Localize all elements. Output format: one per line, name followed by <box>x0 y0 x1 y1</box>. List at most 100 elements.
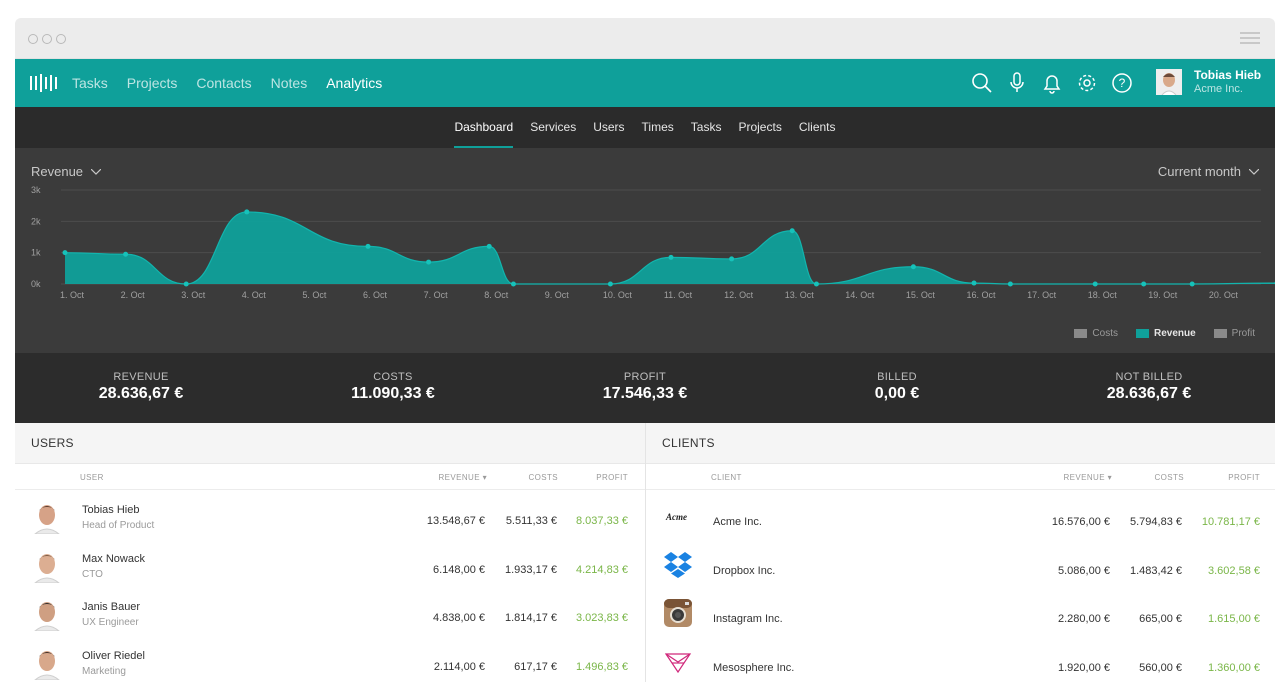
legend-item-revenue[interactable]: Revenue <box>1135 328 1196 339</box>
data-point[interactable] <box>486 243 492 249</box>
nav-item-contacts[interactable]: Contacts <box>196 75 252 91</box>
column-header-user[interactable]: USER <box>80 473 104 482</box>
avatar <box>1156 69 1182 96</box>
summary-profit: PROFIT 17.546,33 € <box>519 353 771 423</box>
table-row[interactable]: Max Nowack CTO 6.148,00 € 1.933,17 € 4.214,8… <box>15 539 645 588</box>
x-tick-label: 10. Oct <box>603 290 633 300</box>
data-point[interactable] <box>1274 281 1276 286</box>
tab-services[interactable]: Services <box>530 120 577 134</box>
profit-cell: 1.496,83 € <box>576 660 628 673</box>
x-tick-label: 4. Oct <box>242 290 267 300</box>
table-row[interactable]: Mesosphere Inc. 1.920,00 € 560,00 € 1.360,0… <box>646 636 1275 682</box>
summary-value: 17.546,33 € <box>602 385 688 402</box>
data-point[interactable] <box>244 209 250 215</box>
data-point[interactable] <box>1007 281 1013 287</box>
users-table-title: USERS <box>15 423 645 464</box>
user-name: Max Nowack <box>82 552 145 565</box>
data-point[interactable] <box>510 281 516 287</box>
table-row[interactable]: Tobias Hieb Head of Product 13.548,67 € 5.5… <box>15 490 645 539</box>
column-header-revenue[interactable]: REVENUE ▾ <box>438 473 487 482</box>
acme-logo-icon: Acme <box>662 500 694 532</box>
data-point[interactable] <box>789 228 795 234</box>
tab-dashboard[interactable]: Dashboard <box>454 107 513 148</box>
x-tick-label: 7. Oct <box>424 290 449 300</box>
microphone-icon[interactable] <box>1006 71 1028 95</box>
hamburger-menu-icon[interactable] <box>1240 32 1260 44</box>
legend-label: Profit <box>1231 328 1255 339</box>
legend-swatch <box>1213 329 1227 338</box>
gear-icon[interactable] <box>1076 71 1098 95</box>
column-header-revenue[interactable]: REVENUE ▾ <box>1063 473 1112 482</box>
costs-cell: 560,00 € <box>1139 661 1182 674</box>
summary-value: 0,00 € <box>874 385 920 402</box>
summary-value: 11.090,33 € <box>351 385 435 402</box>
nav-item-tasks[interactable]: Tasks <box>72 75 108 91</box>
client-name: Instagram Inc. <box>713 613 783 625</box>
search-icon[interactable] <box>971 71 993 95</box>
x-tick-label: 16. Oct <box>966 290 996 300</box>
dropbox-logo-icon <box>662 549 694 581</box>
costs-cell: 5.794,83 € <box>1130 516 1182 528</box>
metric-dropdown[interactable]: Revenue <box>31 164 102 179</box>
data-point[interactable] <box>426 259 432 265</box>
nav-item-projects[interactable]: Projects <box>126 75 178 91</box>
legend-item-profit[interactable]: Profit <box>1213 328 1255 339</box>
nav-item-notes[interactable]: Notes <box>270 75 308 91</box>
column-header-client[interactable]: CLIENT <box>711 473 742 482</box>
tab-tasks[interactable]: Tasks <box>690 120 722 134</box>
data-point[interactable] <box>123 251 129 257</box>
data-point[interactable] <box>62 250 68 256</box>
x-tick-label: 3. Oct <box>181 290 206 300</box>
user-role: CTO <box>82 568 103 580</box>
x-tick-label: 13. Oct <box>785 290 815 300</box>
nav-item-analytics[interactable]: Analytics <box>326 75 383 91</box>
summary-label: BILLED <box>877 371 917 383</box>
tab-times[interactable]: Times <box>641 120 674 134</box>
legend-item-costs[interactable]: Costs <box>1074 328 1118 339</box>
avatar <box>31 549 63 583</box>
table-row[interactable]: Janis Bauer UX Engineer 4.838,00 € 1.814,17… <box>15 587 645 636</box>
data-point[interactable] <box>813 281 819 287</box>
data-point[interactable] <box>971 280 977 286</box>
data-point[interactable] <box>365 243 371 249</box>
table-row[interactable]: Oliver Riedel Marketing 2.114,00 € 617,17 €… <box>15 636 645 682</box>
clients-table-title: CLIENTS <box>646 423 1275 464</box>
table-row[interactable]: Instagram Inc. 2.280,00 € 665,00 € 1.615,00… <box>646 587 1275 636</box>
window-close-dot[interactable] <box>28 34 38 44</box>
window-maximize-dot[interactable] <box>56 34 66 44</box>
column-header-costs[interactable]: COSTS <box>528 473 558 482</box>
bell-icon[interactable] <box>1041 71 1063 95</box>
column-header-profit[interactable]: PROFIT <box>596 473 628 482</box>
revenue-area <box>65 211 1275 284</box>
user-profile[interactable]: Tobias Hieb Acme Inc. <box>1156 68 1261 96</box>
column-header-costs[interactable]: COSTS <box>1154 473 1184 482</box>
tab-users[interactable]: Users <box>593 120 625 134</box>
data-point[interactable] <box>729 256 735 262</box>
app-window: Tasks Projects Contacts Notes Analytics ? To… <box>15 18 1275 682</box>
chart-legend: Costs Revenue Profit <box>1074 328 1255 339</box>
table-row[interactable]: Acme Acme Inc. 16.576,00 € 5.794,83 € 10.781… <box>646 490 1275 539</box>
window-minimize-dot[interactable] <box>42 34 52 44</box>
data-point[interactable] <box>1092 281 1098 287</box>
data-point[interactable] <box>1141 281 1147 287</box>
tab-projects[interactable]: Projects <box>738 120 782 134</box>
app-logo-icon[interactable] <box>30 74 57 92</box>
client-name: Mesosphere Inc. <box>713 661 795 674</box>
summary-bar: REVENUE 28.636,67 € COSTS 11.090,33 € PROFIT… <box>15 353 1275 423</box>
data-point[interactable] <box>1189 281 1195 287</box>
data-point[interactable] <box>668 254 674 260</box>
user-name: Oliver Riedel <box>82 649 145 662</box>
x-tick-label: 14. Oct <box>845 290 875 300</box>
data-point[interactable] <box>607 281 613 287</box>
costs-cell: 1.814,17 € <box>505 612 557 624</box>
tab-clients[interactable]: Clients <box>798 120 836 134</box>
table-row[interactable]: Dropbox Inc. 5.086,00 € 1.483,42 € 3.602,58… <box>646 539 1275 588</box>
data-point[interactable] <box>183 281 189 287</box>
column-header-profit[interactable]: PROFIT <box>1228 473 1260 482</box>
help-icon[interactable]: ? <box>1111 71 1133 95</box>
period-dropdown[interactable]: Current month <box>1158 164 1259 179</box>
x-tick-label: 20. Oct <box>1209 290 1239 300</box>
data-point[interactable] <box>910 264 916 270</box>
user-role: UX Engineer <box>82 617 139 628</box>
summary-label: NOT BILLED <box>1115 371 1183 383</box>
